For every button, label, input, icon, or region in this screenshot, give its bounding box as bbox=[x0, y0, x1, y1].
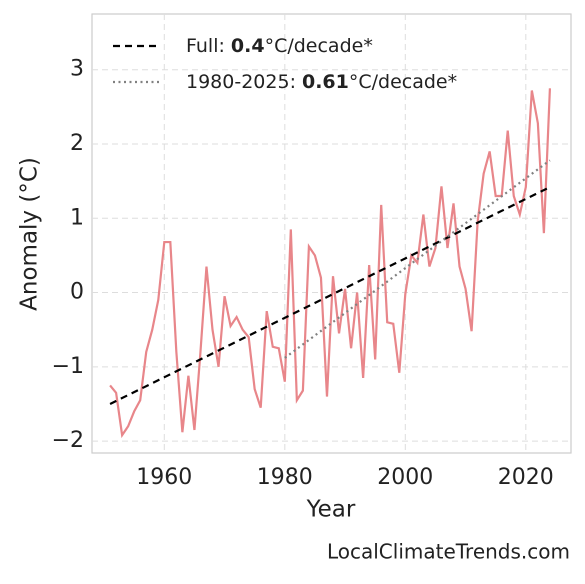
x-tick-label: 2000 bbox=[377, 465, 433, 490]
legend-label: Full: 0.4°C/decade* bbox=[186, 35, 373, 57]
legend-unit: °C/decade* bbox=[265, 35, 373, 57]
plot-frame bbox=[91, 13, 572, 454]
legend-unit: °C/decade* bbox=[349, 71, 457, 93]
trend-line bbox=[284, 159, 551, 359]
source: LocalClimateTrends.com bbox=[327, 540, 570, 564]
x-tick-label: 2020 bbox=[498, 465, 554, 490]
legend-name: 1980-2025: bbox=[186, 71, 296, 93]
data-line bbox=[109, 88, 552, 439]
y-tick-label: 3 bbox=[70, 57, 84, 82]
y-tick-label: 2 bbox=[70, 131, 84, 156]
x-tick-label: 1960 bbox=[136, 465, 192, 490]
legend-entry: 1980-2025: 0.61°C/decade* bbox=[113, 71, 457, 93]
y-tick-label: 1 bbox=[70, 205, 84, 230]
y-tick-label: −2 bbox=[52, 428, 84, 453]
y-axis-label: Anomaly (°C) bbox=[17, 157, 43, 311]
legend-rate: 0.4 bbox=[231, 35, 265, 57]
y-tick-label: 0 bbox=[70, 280, 84, 305]
legend-entry: Full: 0.4°C/decade* bbox=[113, 35, 373, 57]
y-tick-label: −1 bbox=[52, 354, 84, 379]
legend-rate: 0.61 bbox=[302, 71, 349, 93]
trend-line bbox=[109, 186, 551, 405]
x-axis-label: Year bbox=[306, 497, 356, 523]
x-tick-label: 1980 bbox=[257, 465, 313, 490]
legend-label: 1980-2025: 0.61°C/decade* bbox=[186, 71, 457, 93]
legend-name: Full: bbox=[186, 35, 225, 57]
